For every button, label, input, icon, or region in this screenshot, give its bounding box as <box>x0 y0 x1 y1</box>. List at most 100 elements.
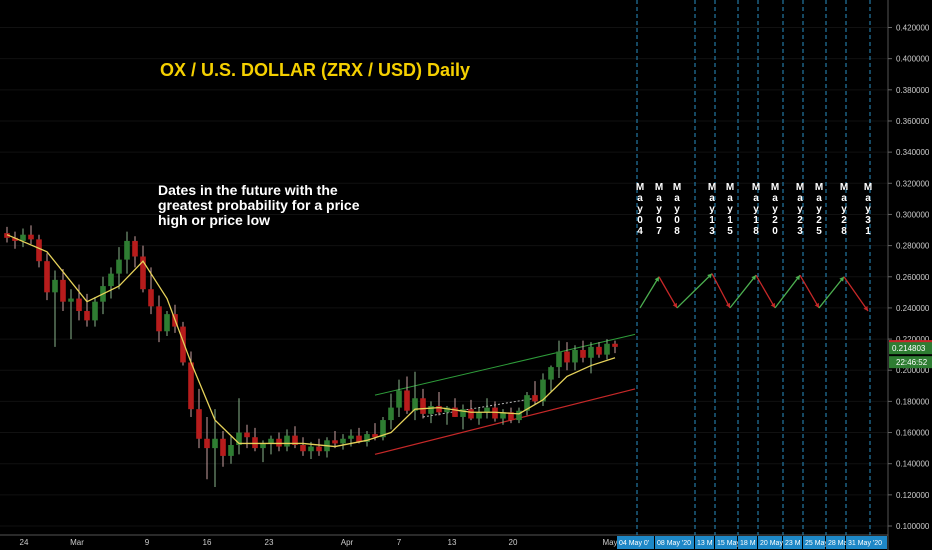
future-date-box <box>715 536 737 549</box>
candle-body <box>156 306 162 332</box>
countdown-label: 22:46:52 <box>896 358 928 367</box>
candle-body <box>260 443 266 449</box>
candle-body <box>380 420 386 438</box>
forecast-arrowhead <box>814 302 819 308</box>
y-tick-label: 0.260000 <box>896 273 930 282</box>
candle-body <box>28 234 34 240</box>
candle-body <box>476 412 482 419</box>
y-tick-label: 0.300000 <box>896 210 930 219</box>
y-tick-label: 0.420000 <box>896 24 930 33</box>
candle-body <box>460 409 466 417</box>
candle-body <box>428 406 434 414</box>
candle-body <box>36 239 42 262</box>
candle-body <box>412 398 418 411</box>
future-date-box <box>758 536 782 549</box>
forecast-arrowhead <box>839 276 844 282</box>
y-tick-label: 0.240000 <box>896 304 930 313</box>
future-date-box-label: 23 M <box>785 540 801 547</box>
candle-body <box>276 438 282 447</box>
candle-body <box>220 438 226 456</box>
candle-body <box>332 440 338 444</box>
moving-average-line <box>6 234 616 448</box>
y-tick-label: 0.100000 <box>896 522 930 531</box>
forecast-segment <box>799 274 820 309</box>
candle-body <box>508 412 514 421</box>
future-date-box <box>695 536 714 549</box>
candlesticks <box>4 225 618 488</box>
forecast-segment <box>818 276 845 309</box>
candle-body <box>548 367 554 380</box>
candle-body <box>76 298 82 312</box>
y-tick-label: 0.140000 <box>896 460 930 469</box>
candle-body <box>452 407 458 417</box>
candle-body <box>572 349 578 363</box>
candle-body <box>140 256 146 290</box>
candle-body <box>60 279 66 302</box>
forecast-segment <box>774 274 801 309</box>
future-date-lines <box>636 0 871 535</box>
countdown-tag <box>889 356 932 369</box>
y-tick-label: 0.400000 <box>896 55 930 64</box>
future-date-box-label: 25 May <box>805 540 828 547</box>
candle-body <box>444 407 450 413</box>
y-tick-label: 0.320000 <box>896 179 930 188</box>
forecast-arrowhead <box>707 273 712 279</box>
candle-body <box>124 240 130 260</box>
candle-body <box>396 390 402 408</box>
moving-average <box>6 234 616 448</box>
candle-body <box>52 279 58 293</box>
candle-body <box>164 314 170 332</box>
candle-body <box>212 438 218 449</box>
candle-body <box>188 362 194 410</box>
future-date-box-label: 18 M <box>740 540 756 547</box>
future-date-box-label: 15 May <box>717 540 740 547</box>
forecast-arrowhead <box>751 275 756 281</box>
forecast-segment <box>676 273 713 309</box>
y-tick-label: 0.340000 <box>896 148 930 157</box>
future-date-box-label: 28 May <box>828 540 851 547</box>
future-date-box <box>783 536 802 549</box>
ma-price-label: 0.214803 <box>892 344 926 353</box>
forecast-arrowhead <box>725 302 731 308</box>
future-date-box <box>846 536 887 549</box>
candle-body <box>20 234 26 241</box>
future-date-box-label: 08 May '20 <box>657 540 691 547</box>
candle-body <box>284 435 290 447</box>
candle-body <box>580 349 586 358</box>
candle-body <box>356 435 362 442</box>
future-date-box <box>803 536 825 549</box>
x-tick-label: 24 <box>20 538 29 547</box>
price-axis: 0.420000 0.400000 0.380000 0.360000 0.340000… <box>888 24 930 531</box>
candle-body <box>348 435 354 439</box>
candle-body <box>92 301 98 321</box>
forecast-arrowhead <box>770 302 775 308</box>
forecast-segment <box>658 276 678 309</box>
future-date-box-label: 13 M <box>697 540 713 547</box>
forecast-zigzag <box>639 273 869 312</box>
candle-body <box>12 237 18 241</box>
candle-body <box>564 351 570 363</box>
annotation-note: Dates in the future with the greatest pr… <box>158 182 360 228</box>
chart-grid <box>0 0 889 550</box>
candle-body <box>116 259 122 274</box>
candle-body <box>84 311 90 321</box>
candle-body <box>516 410 522 421</box>
candle-body <box>604 343 610 355</box>
candle-body <box>108 273 114 287</box>
x-tick-label: 9 <box>145 538 150 547</box>
candle-body <box>340 438 346 444</box>
candle-body <box>268 438 274 444</box>
x-tick-label: May <box>602 538 617 547</box>
forecast-arrowhead <box>672 302 677 308</box>
candle-body <box>228 444 234 456</box>
candle-body <box>500 412 506 419</box>
candle-body <box>556 351 562 368</box>
